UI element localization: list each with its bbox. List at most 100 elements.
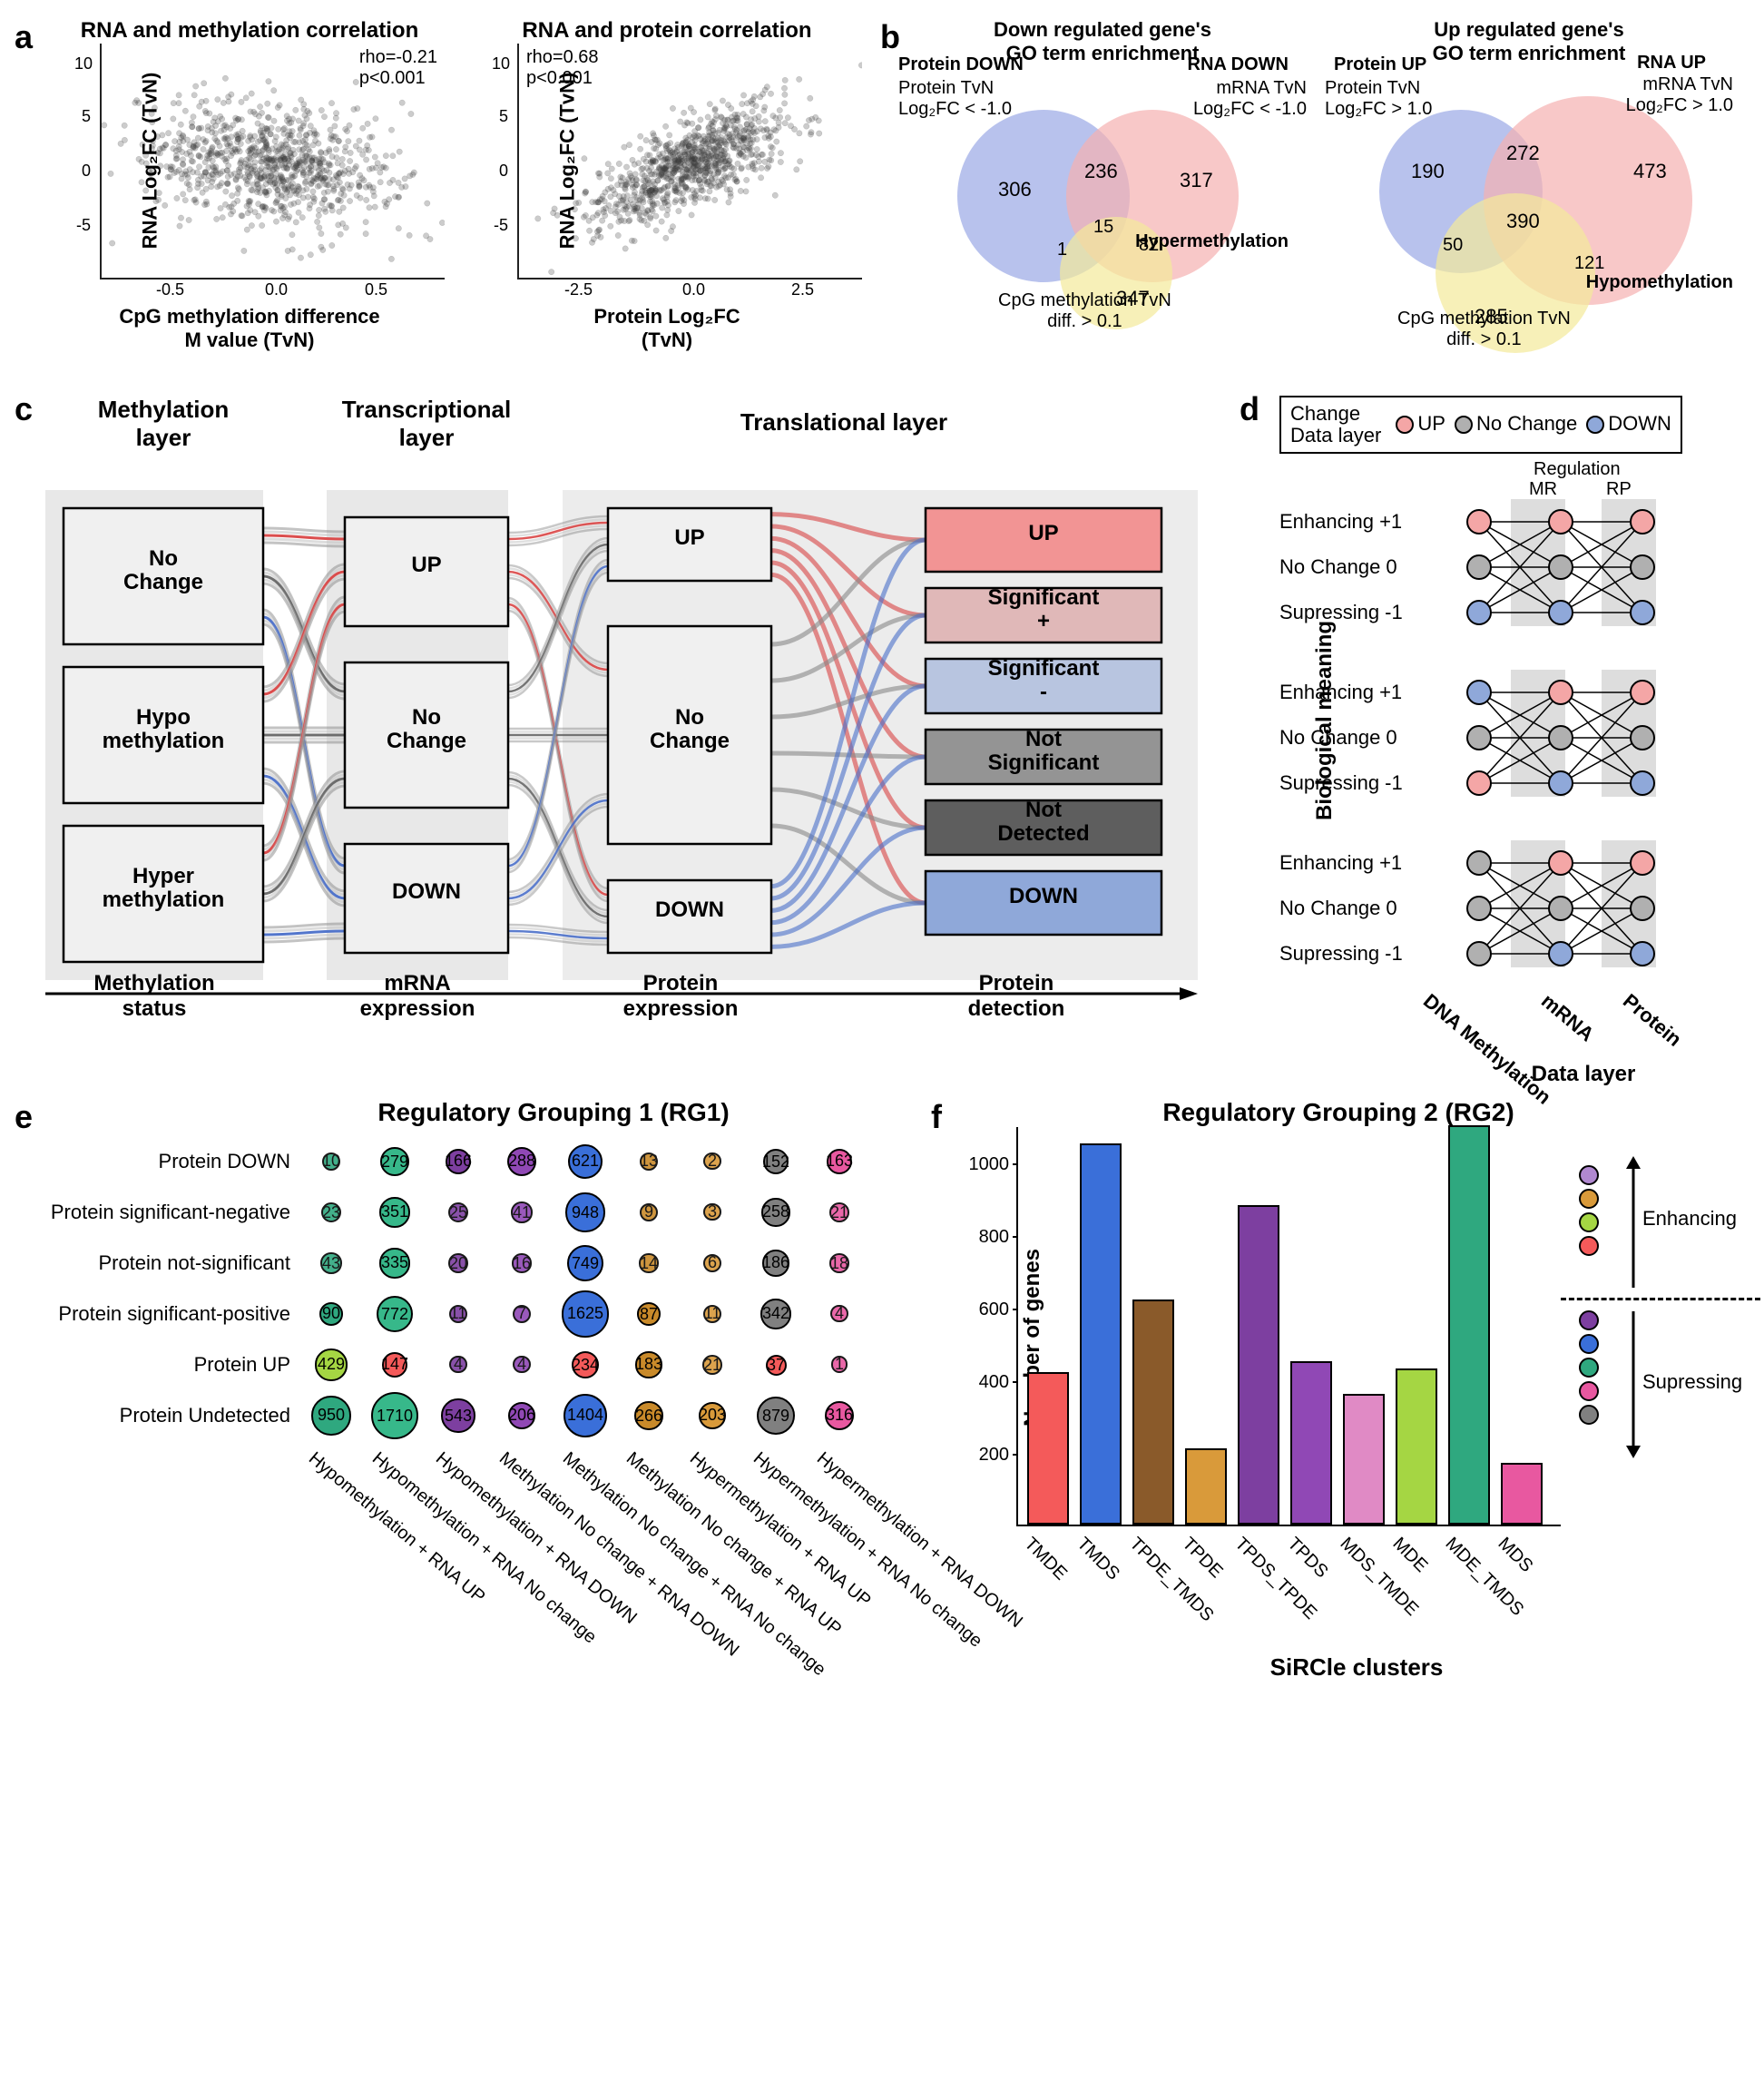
bracket-mrna: mRNA expression — [336, 971, 499, 1022]
svg-text:Change: Change — [650, 729, 730, 753]
panel-f-title: Regulatory Grouping 2 (RG2) — [935, 1098, 1742, 1127]
bar-MDE_TMDS — [1448, 1125, 1490, 1525]
svg-text:UP: UP — [411, 553, 441, 577]
svg-text:Not: Not — [1025, 727, 1062, 751]
dot-cell: 21 — [681, 1355, 744, 1375]
bar-x-label: TPDS — [1283, 1534, 1332, 1583]
bar-TMDE — [1027, 1372, 1069, 1525]
svg-text:methylation: methylation — [103, 729, 225, 753]
venn-rna-sub: mRNA TvN Log₂FC < -1.0 — [1193, 78, 1307, 120]
dot-cell: 152 — [744, 1149, 808, 1174]
dot-row-label: Protein Undetected — [18, 1404, 290, 1427]
svg-text:No: No — [675, 705, 704, 730]
dot-cell: 1 — [808, 1356, 871, 1374]
dot-cell: 543 — [426, 1398, 490, 1432]
dot-cell: 266 — [617, 1401, 681, 1429]
dot-col-labels: Hypomethylation + RNA UPHypomethylation … — [299, 1441, 907, 1695]
dot-cell: 11 — [681, 1305, 744, 1324]
x-tick: 0.0 — [265, 280, 288, 299]
dot-cell: 21 — [808, 1202, 871, 1222]
xlabel-line2: (TvN) — [642, 329, 692, 351]
svg-text:UP: UP — [1028, 521, 1058, 545]
scatter-meth-stats: rho=-0.21 p<0.001 — [359, 47, 437, 89]
bar-TPDS_TPDE — [1238, 1205, 1279, 1525]
dot-cell: 316 — [808, 1401, 871, 1431]
dot-cell: 342 — [744, 1299, 808, 1329]
venn-prot-sub: Protein TvN Log₂FC > 1.0 — [1325, 78, 1432, 120]
svg-text:Change: Change — [387, 729, 466, 753]
mini-plot-2: Enhancing +1No Change 0Supressing -1 — [1279, 831, 1751, 986]
dot-cell: 183 — [617, 1351, 681, 1378]
scatter-meth-rho: rho=-0.21 — [359, 47, 437, 67]
dot-cell: 9 — [617, 1203, 681, 1222]
venn-num: 306 — [998, 178, 1032, 201]
dot-cell: 335 — [363, 1248, 426, 1278]
bar-x-labels: TMDETMDSTPDE_TMDSTPDETPDS_TPDETPDSMDS_TM… — [1016, 1526, 1742, 1653]
y-tick: 0 — [82, 162, 91, 181]
bar-x-label: MDS — [1494, 1534, 1537, 1577]
dot-cell: 14 — [617, 1253, 681, 1272]
svg-text:Hyper: Hyper — [132, 864, 194, 888]
panel-d-label: d — [1240, 390, 1259, 428]
venn-num: 1 — [1057, 240, 1067, 260]
legend-line1: Change — [1290, 402, 1360, 425]
dot-cell: 206 — [490, 1402, 554, 1429]
dot-cell: 147 — [363, 1352, 426, 1378]
dot-row: Protein significant-positive907721171625… — [299, 1289, 907, 1339]
x-tick: -2.5 — [564, 280, 593, 299]
dot-cell: 37 — [744, 1355, 808, 1376]
panel-a-label: a — [15, 18, 33, 56]
dot-cell: 4 — [490, 1356, 554, 1374]
dot-cell: 10 — [299, 1152, 363, 1172]
venn-rna-label: RNA UP — [1637, 53, 1706, 74]
svg-text:121: 121 — [1574, 253, 1604, 273]
dot-cell: 11 — [426, 1305, 490, 1324]
dot-cell: 16 — [490, 1253, 554, 1272]
venn-prot-sub: Protein TvN Log₂FC < -1.0 — [898, 78, 1012, 120]
svg-text:UP: UP — [674, 525, 704, 550]
svg-text:Significant: Significant — [988, 656, 1100, 681]
scatter-prot-xlabel: Protein Log₂FC (TvN) — [472, 305, 862, 352]
dot-cell: 87 — [617, 1302, 681, 1326]
dot-row: Protein not-significant43335201674914618… — [299, 1238, 907, 1289]
scatter-methylation: RNA and methylation correlation rho=-0.2… — [54, 18, 445, 352]
venn-rna-sub: mRNA TvN Log₂FC > 1.0 — [1626, 74, 1733, 116]
xlabel-line2: M value (TvN) — [184, 329, 314, 351]
y-tick: 10 — [492, 54, 510, 74]
panel-c-label: c — [15, 390, 33, 428]
venn-meth-label: Hypermethylation — [1135, 231, 1289, 252]
dot-cell: 4 — [426, 1356, 490, 1374]
dot-cell: 186 — [744, 1250, 808, 1276]
header-trans: Transcriptional layer — [327, 396, 526, 452]
venn-meth-sub: CpG methylation TvN diff. > 0.1 — [1397, 309, 1571, 350]
dot-cell: 351 — [363, 1197, 426, 1227]
dot-cell: 13 — [617, 1152, 681, 1172]
scatter-meth-xlabel: CpG methylation difference M value (TvN) — [54, 305, 445, 352]
bar-TMDS — [1080, 1143, 1122, 1525]
venn-rna-label: RNA DOWN — [1188, 54, 1289, 75]
svg-text:473: 473 — [1633, 160, 1667, 182]
svg-text:Not: Not — [1025, 798, 1062, 822]
dot-row-label: Protein not-significant — [18, 1251, 290, 1275]
mini-plot-0: Enhancing +1No Change 0Supressing -1 — [1279, 490, 1751, 644]
scatter-meth-p: p<0.001 — [359, 68, 426, 88]
venn-meth-label: Hypomethylation — [1586, 272, 1733, 293]
bar-MDS_TMDE — [1343, 1394, 1385, 1525]
sankey-svg: NoChangeHypomethylationHypermethylation … — [18, 454, 1207, 1035]
panel-f: f Regulatory Grouping 2 (RG2) Number of … — [935, 1098, 1742, 1733]
dot-cell: 1625 — [554, 1290, 617, 1337]
bar-x-label: TPDE — [1178, 1534, 1227, 1583]
dot-cell: 258 — [744, 1198, 808, 1226]
panel-b: b Down regulated gene's GO term enrichme… — [898, 18, 1742, 372]
scatter-meth-title: RNA and methylation correlation — [54, 18, 445, 44]
dot-cell: 2 — [681, 1152, 744, 1171]
svg-text:-: - — [1040, 680, 1047, 704]
dot-cell: 7 — [490, 1305, 554, 1324]
panel-e: e Regulatory Grouping 1 (RG1) Protein DO… — [18, 1098, 907, 1733]
scatter-protein: RNA and protein correlation rho=0.68 p<0… — [472, 18, 862, 352]
venn-num: 15 — [1093, 217, 1113, 237]
f-enh-label: Enhancing — [1642, 1207, 1737, 1231]
panel-e-title: Regulatory Grouping 1 (RG1) — [200, 1098, 907, 1127]
svg-text:DOWN: DOWN — [655, 897, 724, 922]
x-tick-mrna: mRNA — [1536, 989, 1598, 1046]
